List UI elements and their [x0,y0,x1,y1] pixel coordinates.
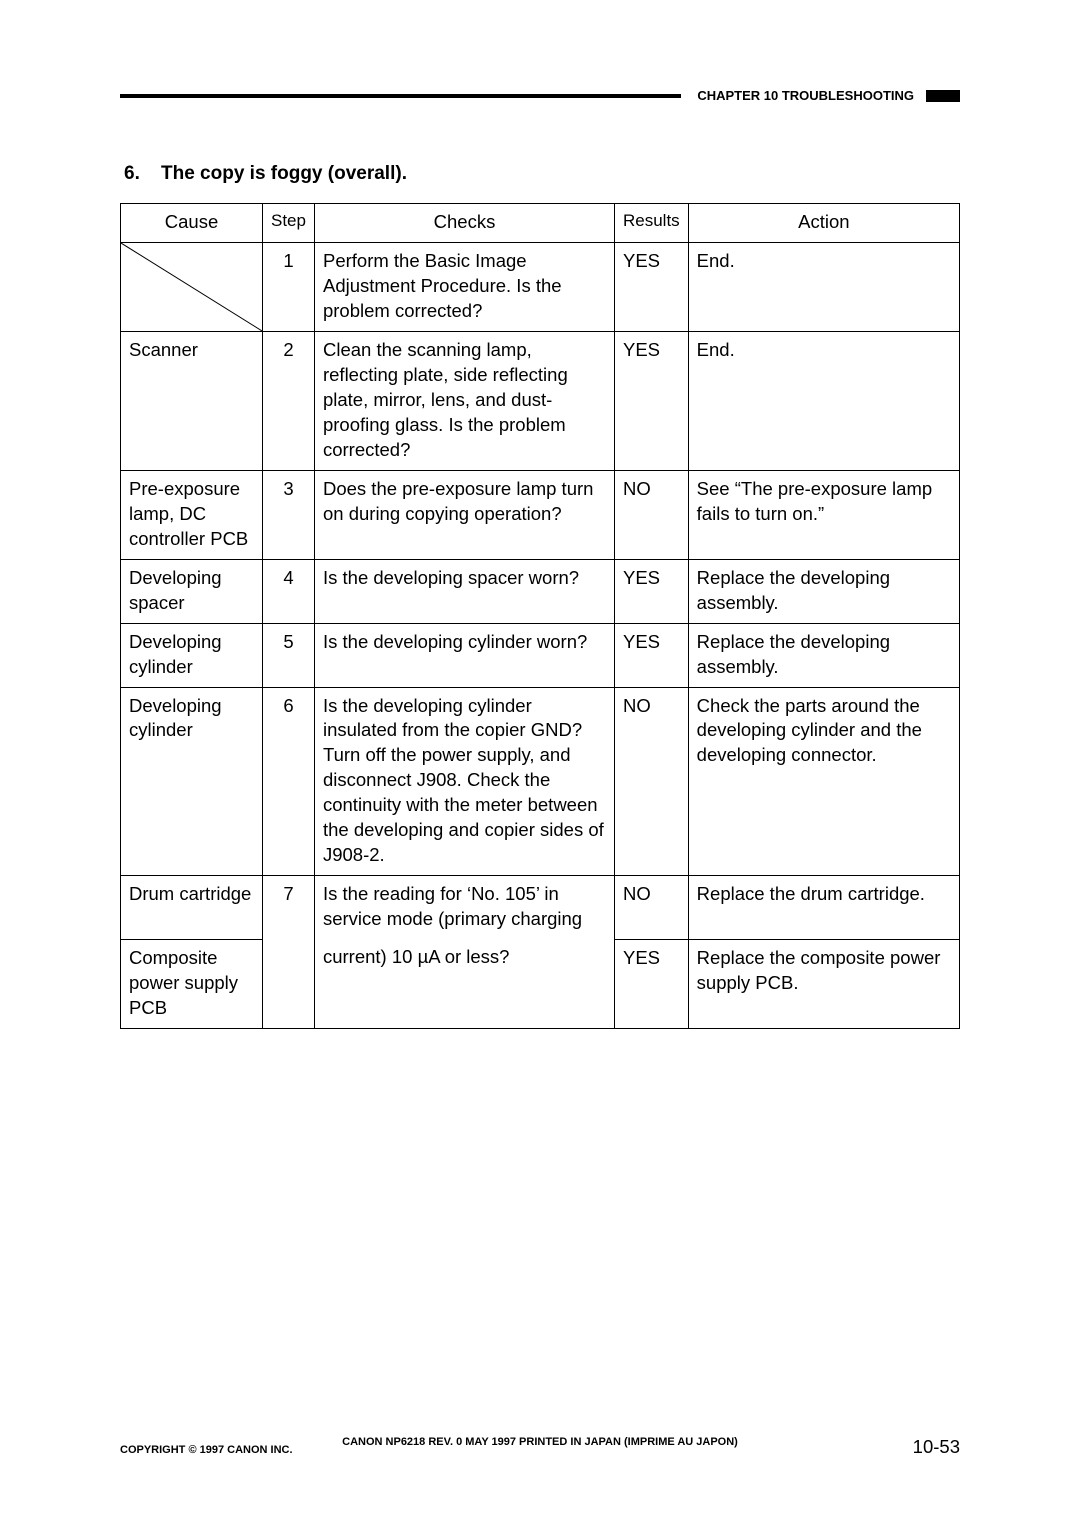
action-cell: End. [688,331,959,470]
table-row: 1 Perform the Basic Image Adjustment Pro… [121,242,960,331]
cause-cell: Developing spacer [121,559,263,623]
cause-cell: Pre-exposure lamp, DC controller PCB [121,470,263,559]
table-row: Developing cylinder 5 Is the developing … [121,623,960,687]
footer: COPYRIGHT © 1997 CANON INC. CANON NP6218… [120,1436,960,1458]
table-row: Developing cylinder 6 Is the developing … [121,687,960,876]
step-cell: 6 [263,687,315,876]
troubleshoot-table: Cause Step Checks Results Action 1 Perfo… [120,203,960,1029]
page-number: 10-53 [913,1436,960,1458]
cause-cell: Developing cylinder [121,687,263,876]
col-header-results: Results [614,204,688,243]
results-cell: YES [614,939,688,1028]
action-cell: Check the parts around the developing cy… [688,687,959,876]
footer-copyright: COPYRIGHT © 1997 CANON INC. [120,1444,293,1456]
col-header-step: Step [263,204,315,243]
header-rule [120,94,681,98]
results-cell: YES [614,331,688,470]
footer-center: CANON NP6218 REV. 0 MAY 1997 PRINTED IN … [342,1436,738,1448]
action-cell: Replace the developing assembly. [688,623,959,687]
step-cell: 2 [263,331,315,470]
step-cell: 7 [263,876,315,939]
results-cell: NO [614,470,688,559]
results-cell: YES [614,559,688,623]
table-row: Pre-exposure lamp, DC controller PCB 3 D… [121,470,960,559]
checks-cell: Is the reading for ‘No. 105’ in service … [314,876,614,939]
results-cell: NO [614,687,688,876]
header-block-icon [926,90,960,102]
checks-cell: Clean the scanning lamp, reflecting plat… [314,331,614,470]
table-row: Scanner 2 Clean the scanning lamp, refle… [121,331,960,470]
table-header-row: Cause Step Checks Results Action [121,204,960,243]
page: CHAPTER 10 TROUBLESHOOTING 6. The copy i… [0,0,1080,1528]
action-cell: End. [688,242,959,331]
section-title: 6. The copy is foggy (overall). [120,163,960,185]
section-heading: The copy is foggy (overall). [161,163,407,184]
cause-cell: Drum cartridge [121,876,263,939]
section-number: 6. [124,163,140,184]
checks-cell: Is the developing cylinder insulated fro… [314,687,614,876]
results-cell: NO [614,876,688,939]
step-cell: 4 [263,559,315,623]
step-cell: 3 [263,470,315,559]
checks-cell: Perform the Basic Image Adjustment Proce… [314,242,614,331]
cause-cell: Developing cylinder [121,623,263,687]
col-header-cause: Cause [121,204,263,243]
diagonal-line-icon [121,243,262,331]
col-header-action: Action [688,204,959,243]
step-cell: 1 [263,242,315,331]
results-cell: YES [614,242,688,331]
table-row: Composite power supply PCB current) 10 µ… [121,939,960,1028]
checks-cell: current) 10 µA or less? [314,939,614,1028]
checks-cell: Does the pre-exposure lamp turn on durin… [314,470,614,559]
col-header-checks: Checks [314,204,614,243]
checks-cell: Is the developing cylinder worn? [314,623,614,687]
table-row: Developing spacer 4 Is the developing sp… [121,559,960,623]
step-cell: 5 [263,623,315,687]
results-cell: YES [614,623,688,687]
action-cell: Replace the composite power supply PCB. [688,939,959,1028]
step-cell [263,939,315,1028]
action-cell: Replace the developing assembly. [688,559,959,623]
cause-cell: Composite power supply PCB [121,939,263,1028]
header-bar: CHAPTER 10 TROUBLESHOOTING [120,88,960,103]
cause-cell: Scanner [121,331,263,470]
action-cell: See “The pre-exposure lamp fails to turn… [688,470,959,559]
checks-cell: Is the developing spacer worn? [314,559,614,623]
chapter-label: CHAPTER 10 TROUBLESHOOTING [681,88,922,103]
action-cell: Replace the drum cartridge. [688,876,959,939]
cause-cell-diagonal [121,242,263,331]
table-row: Drum cartridge 7 Is the reading for ‘No.… [121,876,960,939]
